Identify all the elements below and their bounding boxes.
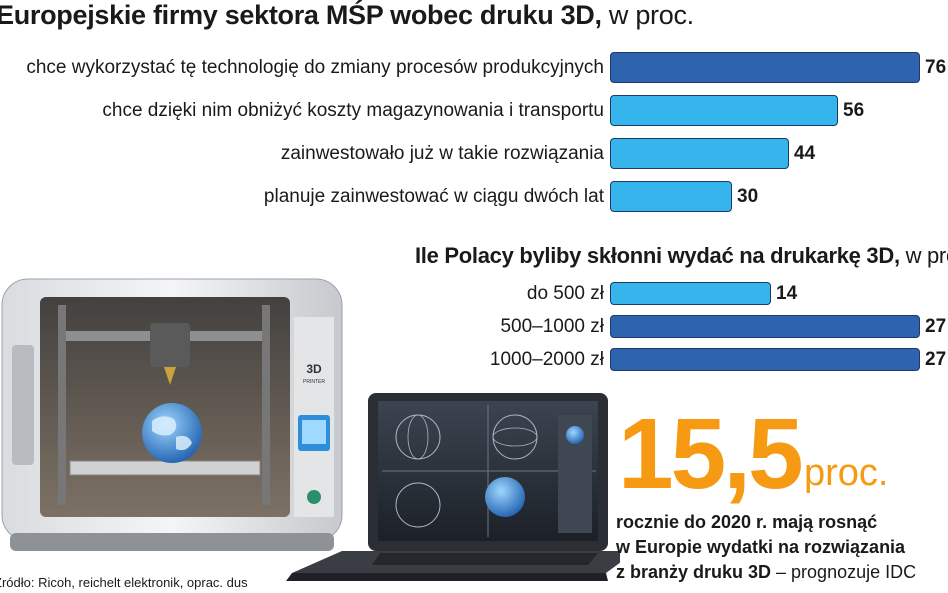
caption-line-3: z branży druku 3D	[616, 562, 772, 582]
chart1-bar	[610, 181, 732, 212]
chart2-category-label: 500–1000 zł	[500, 316, 604, 337]
printer-badge: 3D	[306, 362, 322, 376]
chart1-bar	[610, 52, 920, 83]
chart1-title: Europejskie firmy sektora MŚP wobec druk…	[0, 0, 694, 31]
highlight-caption: rocznie do 2020 r. mają rosnąć w Europie…	[616, 510, 916, 585]
chart1-category-label: chce dzięki nim obniżyć koszty magazynow…	[102, 100, 604, 121]
printer: 3D PRINTER	[1, 278, 343, 551]
chart2-value-label: 27	[925, 316, 947, 337]
chart2-bar	[610, 282, 771, 305]
chart1-value-label: 30	[737, 186, 759, 207]
chart2-bar	[610, 315, 920, 338]
chart2-category-label: 1000–2000 zł	[489, 349, 604, 370]
printer-laptop-illustration: 3D PRINTER	[1, 278, 620, 581]
caption-line-2: w Europie wydatki na rozwiązania	[616, 537, 906, 557]
chart2-title-main: Ile Polacy byliby skłonni wydać na druka…	[415, 243, 900, 268]
chart1-category-label: chce wykorzystać tę technologię do zmian…	[26, 57, 604, 78]
highlight-number: 15,5	[618, 398, 804, 510]
chart1-category-label: planuje zainwestować w ciągu dwóch lat	[263, 186, 604, 207]
chart2-value-label: 14	[776, 283, 798, 304]
chart1-title-main: Europejskie firmy sektora MŚP wobec druk…	[0, 0, 602, 30]
chart2-bar	[610, 348, 920, 371]
caption-line-1: rocznie do 2020 r. mają rosnąć	[616, 512, 878, 532]
chart1-value-label: 56	[843, 100, 865, 121]
chart2-title: Ile Polacy byliby skłonni wydać na druka…	[415, 243, 948, 269]
chart2-title-suffix: w proc.	[905, 243, 948, 268]
chart1-category-label: zainwestowało już w takie rozwiązania	[280, 143, 604, 164]
chart1-title-suffix: w proc.	[608, 0, 694, 30]
printer-badge-sub: PRINTER	[303, 379, 325, 385]
chart1-value-label: 44	[794, 143, 816, 164]
chart2-value-label: 27	[925, 349, 947, 370]
caption-tail: – prognozuje IDC	[771, 562, 917, 582]
laptop	[286, 393, 620, 581]
source-note: Źródło: Ricoh, reichelt elektronik, opra…	[0, 575, 248, 590]
highlight-unit: proc.	[804, 452, 889, 494]
chart1-bar	[610, 95, 838, 126]
chart2-category-label: do 500 zł	[526, 283, 604, 304]
chart1-bar	[610, 138, 789, 169]
chart1-value-label: 76	[925, 57, 947, 78]
